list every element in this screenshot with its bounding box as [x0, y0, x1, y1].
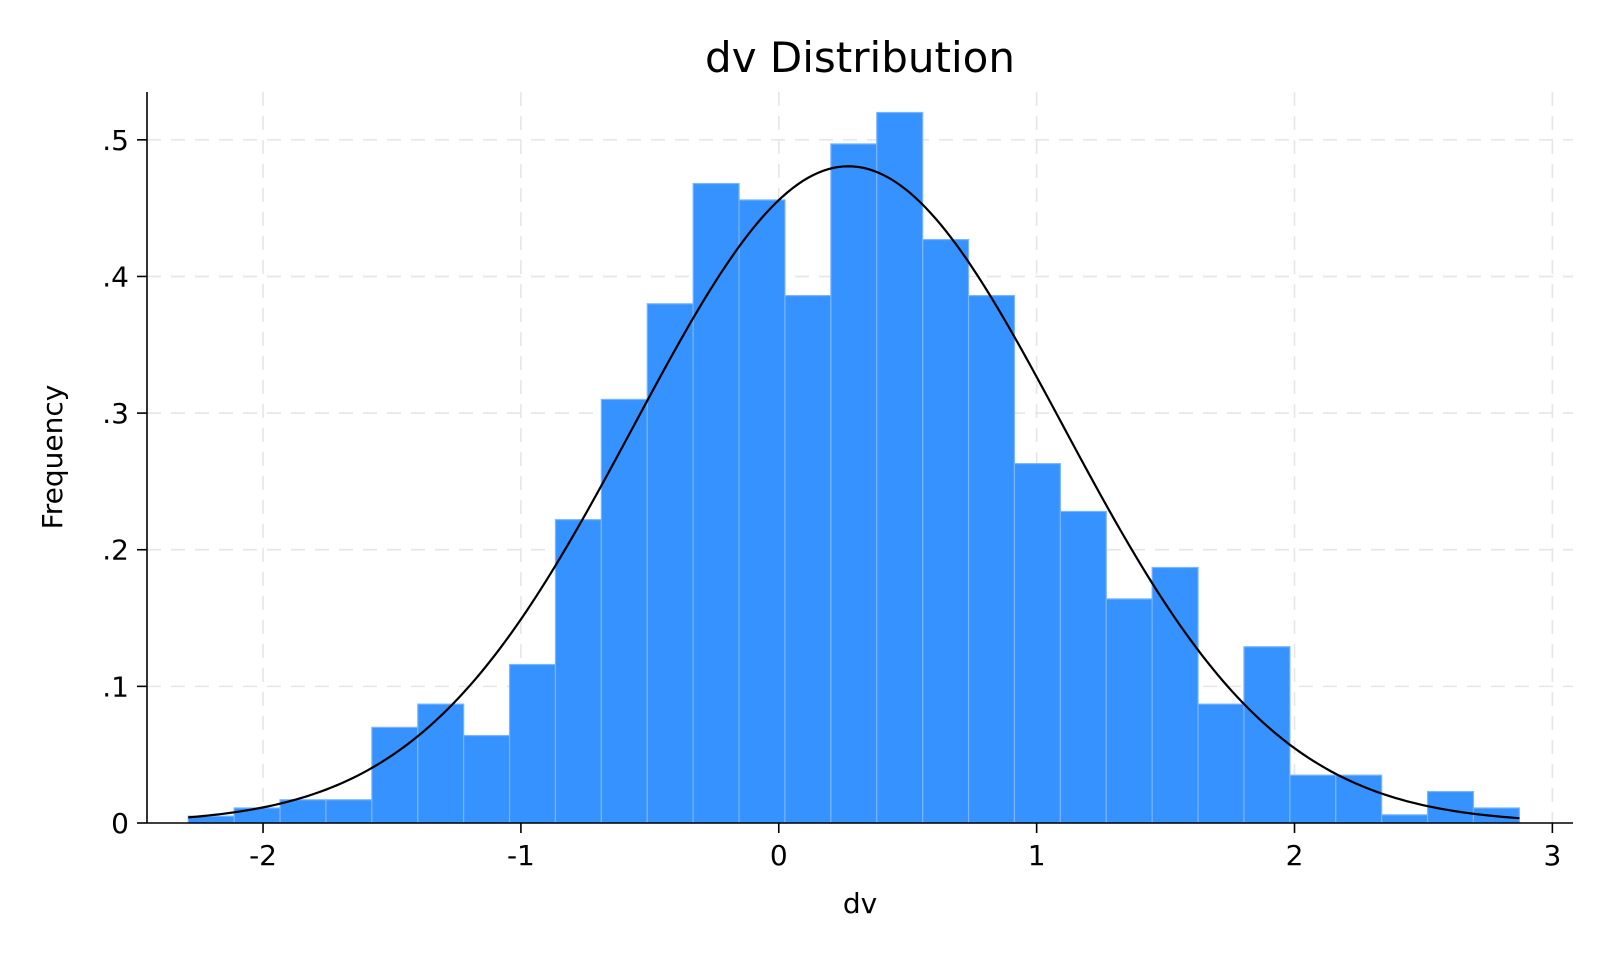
chart-title: dv Distribution	[705, 33, 1015, 82]
histogram-bar	[1013, 463, 1061, 824]
histogram-bar	[1151, 566, 1199, 824]
histogram-bar	[738, 199, 786, 824]
histogram-bars	[187, 111, 1520, 824]
histogram-bar	[1105, 598, 1153, 824]
histogram-bar	[554, 519, 602, 824]
histogram-bar	[876, 111, 924, 824]
histogram-bar	[1335, 774, 1383, 824]
x-tick-label: 1	[1028, 839, 1046, 872]
histogram-bar	[279, 799, 327, 824]
x-tick-label: 2	[1286, 839, 1304, 872]
y-axis-ticks: 0 .1 .2 .3 .4 .5	[102, 124, 147, 840]
y-axis-label: Frequency	[36, 385, 69, 530]
x-tick-label: -2	[249, 839, 277, 872]
normal-density-curve	[188, 165, 1520, 820]
histogram-bar	[1289, 774, 1337, 824]
histogram-bar	[463, 734, 511, 824]
x-axis-ticks: -2 -1 0 1 2 3	[249, 823, 1561, 872]
histogram-bar	[646, 303, 694, 824]
histogram-bar	[508, 663, 557, 824]
y-tick-label: .1	[102, 670, 129, 703]
histogram-bar	[325, 799, 373, 824]
x-tick-label: -1	[507, 839, 535, 872]
histogram-bar	[1059, 510, 1107, 824]
histogram-bar	[922, 238, 970, 824]
y-tick-label: 0	[111, 807, 129, 840]
x-tick-label: 0	[770, 839, 788, 872]
x-tick-label: 3	[1543, 839, 1561, 872]
x-axis-label: dv	[843, 887, 877, 920]
histogram-bar	[784, 294, 832, 824]
y-tick-label: .4	[102, 260, 129, 293]
histogram-bar	[417, 703, 465, 824]
axes	[146, 92, 1573, 824]
histogram-bar	[1381, 814, 1429, 824]
y-tick-label: .2	[102, 534, 129, 567]
y-tick-label: .5	[102, 124, 129, 157]
y-tick-label: .3	[102, 397, 129, 430]
histogram-bar	[1243, 646, 1291, 824]
histogram-bar	[1197, 703, 1245, 824]
histogram-bar	[967, 294, 1016, 824]
histogram-bar	[600, 398, 648, 824]
histogram-bar	[830, 143, 878, 824]
